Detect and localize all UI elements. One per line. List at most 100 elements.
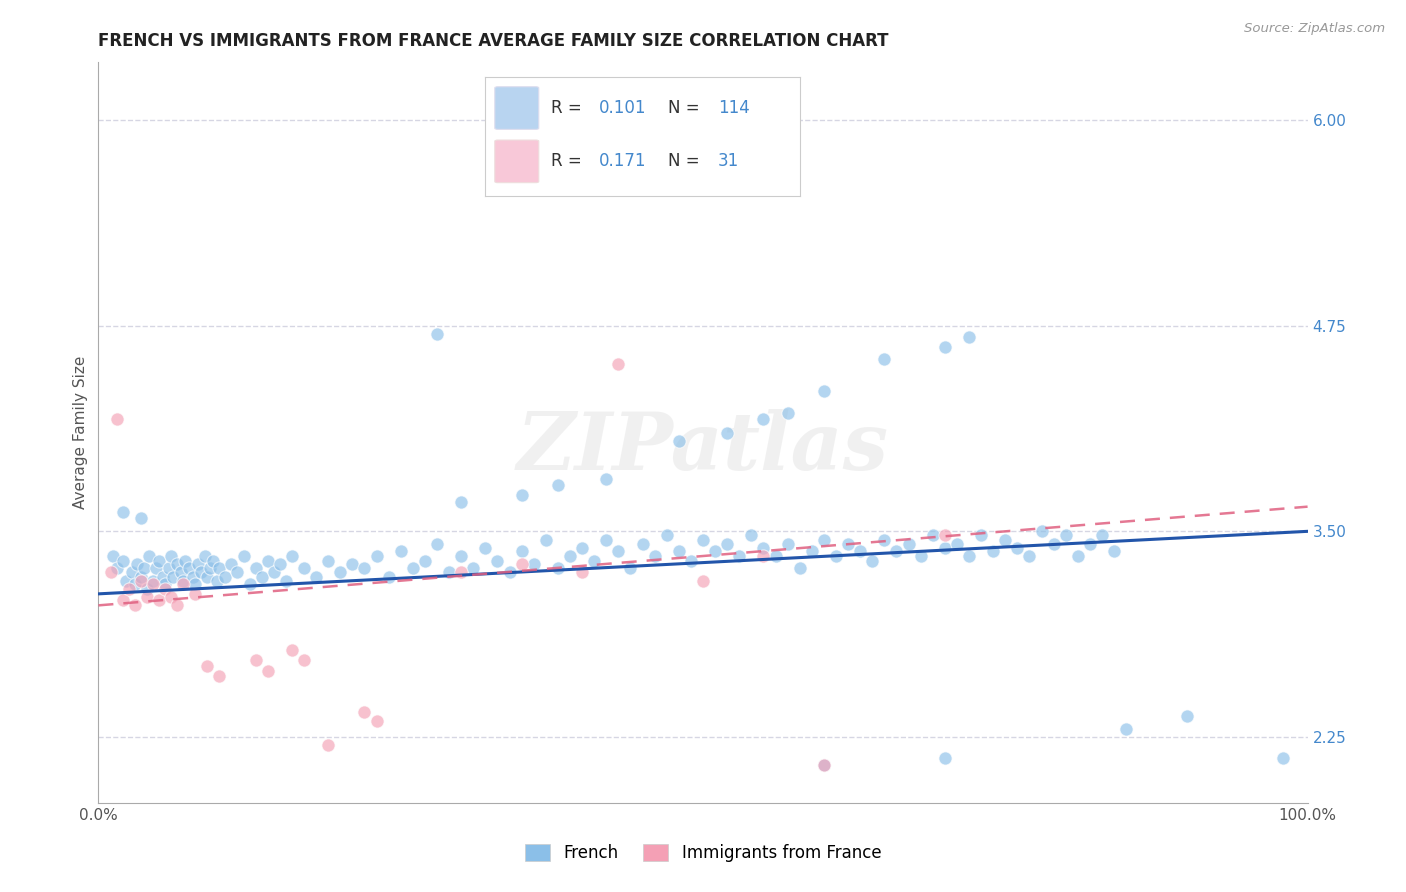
Point (135, 590, 157, 604)
Point (813, 533, 835, 547)
Point (776, 406, 799, 420)
Point (957, 330, 980, 344)
Point (145, 560, 167, 574)
Point (426, 537, 449, 551)
Text: Source: ZipAtlas.com: Source: ZipAtlas.com (1244, 22, 1385, 36)
Point (789, 560, 811, 574)
Point (232, 549, 254, 563)
Point (292, 560, 315, 574)
Point (202, 554, 225, 568)
Point (571, 541, 593, 555)
Point (644, 549, 666, 563)
Point (292, 653, 315, 667)
Point (558, 549, 581, 563)
Point (148, 554, 170, 568)
Point (957, 549, 980, 563)
Point (187, 558, 209, 572)
Point (510, 558, 533, 572)
Point (389, 544, 412, 558)
Point (274, 574, 297, 588)
Point (1018, 549, 1040, 563)
Point (105, 560, 128, 574)
Point (256, 664, 278, 678)
Point (486, 554, 509, 568)
Point (281, 549, 304, 563)
Point (402, 560, 425, 574)
Point (873, 351, 896, 366)
Point (1175, 708, 1198, 723)
Point (413, 554, 436, 568)
Point (426, 326, 449, 341)
Point (463, 560, 485, 574)
Point (437, 566, 460, 580)
Point (172, 577, 194, 591)
Point (655, 527, 678, 541)
Point (752, 541, 775, 555)
Point (153, 577, 176, 591)
Point (607, 544, 630, 558)
Point (994, 533, 1017, 547)
Point (825, 549, 848, 563)
Point (111, 554, 134, 568)
Point (162, 570, 184, 584)
Point (226, 566, 249, 580)
Y-axis label: Average Family Size: Average Family Size (73, 356, 89, 509)
Point (450, 549, 472, 563)
Point (1007, 541, 1029, 555)
Point (1115, 722, 1137, 736)
Point (921, 527, 943, 541)
Point (813, 384, 835, 399)
Point (115, 574, 138, 588)
Point (152, 570, 174, 584)
Point (934, 541, 956, 555)
Point (135, 582, 157, 596)
Point (752, 412, 775, 426)
Point (316, 554, 339, 568)
Point (353, 560, 375, 574)
Point (583, 554, 606, 568)
Point (263, 566, 285, 580)
Point (195, 570, 218, 584)
Point (245, 560, 267, 574)
Point (692, 133, 714, 147)
Point (1078, 537, 1101, 551)
Point (208, 560, 231, 574)
Point (195, 659, 218, 673)
Point (547, 478, 569, 492)
Point (366, 714, 388, 728)
Point (184, 587, 207, 601)
Point (498, 566, 520, 580)
Point (1102, 544, 1125, 558)
Point (970, 527, 993, 541)
Point (118, 582, 141, 596)
Point (934, 751, 956, 765)
Text: FRENCH VS IMMIGRANTS FROM FRANCE AVERAGE FAMILY SIZE CORRELATION CHART: FRENCH VS IMMIGRANTS FROM FRANCE AVERAGE… (98, 32, 889, 50)
Point (873, 533, 896, 547)
Point (121, 566, 143, 580)
Point (837, 537, 859, 551)
Point (353, 706, 375, 720)
Point (179, 560, 201, 574)
Point (752, 549, 775, 563)
Point (631, 537, 654, 551)
Point (138, 549, 160, 563)
Point (166, 558, 188, 572)
Point (100, 566, 122, 580)
Point (160, 549, 183, 563)
Point (981, 544, 1004, 558)
Point (728, 549, 751, 563)
Point (619, 560, 641, 574)
Point (214, 570, 236, 584)
Point (198, 560, 221, 574)
Point (184, 577, 207, 591)
Point (474, 541, 496, 555)
Point (129, 574, 152, 588)
Point (704, 544, 727, 558)
Point (256, 554, 278, 568)
Point (105, 412, 128, 426)
Point (129, 570, 152, 584)
Point (129, 511, 152, 525)
Point (716, 537, 738, 551)
Point (1031, 524, 1053, 539)
Point (946, 537, 969, 551)
